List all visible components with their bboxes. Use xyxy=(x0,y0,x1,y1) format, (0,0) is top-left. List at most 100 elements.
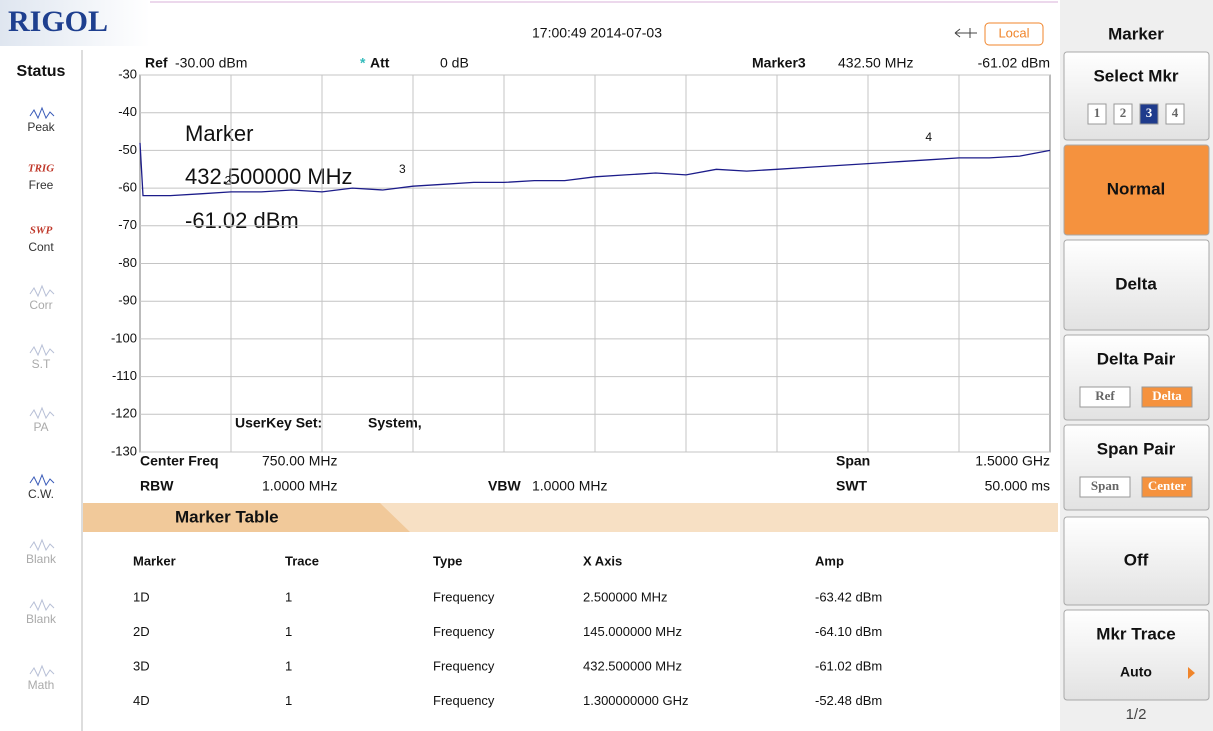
menu-title: Marker xyxy=(1108,24,1164,43)
rbw-label: RBW xyxy=(140,478,174,494)
status-label: Free xyxy=(29,178,54,192)
status-label: PA xyxy=(33,420,48,434)
table-cell: Frequency xyxy=(433,624,495,639)
status-label: C.W. xyxy=(28,487,54,501)
menu-option-box[interactable] xyxy=(1079,386,1131,408)
menu-option-box[interactable] xyxy=(1079,476,1131,498)
menu-button-label: Normal xyxy=(1107,179,1166,198)
menu-option-box[interactable] xyxy=(1113,103,1133,125)
table-cell: 1 xyxy=(285,589,292,604)
status-icon xyxy=(29,598,55,612)
table-cell: 3D xyxy=(133,658,150,673)
marker-label: 2 xyxy=(225,174,232,188)
y-tick-label: -80 xyxy=(118,255,137,270)
y-tick-label: -70 xyxy=(118,217,137,232)
y-tick-label: -90 xyxy=(118,293,137,308)
mode: Local xyxy=(998,25,1029,40)
menu-option: Delta xyxy=(1152,388,1182,403)
status-icon xyxy=(29,106,55,120)
y-tick-label: -40 xyxy=(118,104,137,119)
table-cell: 2.500000 MHz xyxy=(583,589,668,604)
menu-option: 2 xyxy=(1120,105,1127,120)
logo-bg xyxy=(0,0,150,46)
table-cell: -63.42 dBm xyxy=(815,589,882,604)
menu-button[interactable] xyxy=(1063,51,1210,141)
table-header: Trace xyxy=(285,553,319,568)
table-cell: Frequency xyxy=(433,693,495,708)
menu-button[interactable] xyxy=(1063,609,1210,701)
table-cell: -52.48 dBm xyxy=(815,693,882,708)
menu-option-box[interactable] xyxy=(1141,476,1193,498)
menu-sub: Auto xyxy=(1120,664,1152,680)
logo: RIGOL xyxy=(8,5,108,38)
menu-option-box[interactable] xyxy=(1141,386,1193,408)
table-header: Type xyxy=(433,553,462,568)
marker-label: Marker3 xyxy=(752,55,806,71)
ref: -30.00 dBm xyxy=(175,55,247,71)
table-tab xyxy=(83,503,410,532)
userkey-label: UserKey Set: xyxy=(235,415,322,431)
status-icon xyxy=(29,664,55,678)
status-label: Cont xyxy=(28,240,54,254)
table-cell: 1 xyxy=(285,658,292,673)
att-star: * xyxy=(360,55,366,71)
datetime: 17:00:49 2014-07-03 xyxy=(532,25,662,41)
center-label: Center Freq xyxy=(140,453,219,469)
status-icon xyxy=(29,343,55,357)
rbw: 1.0000 MHz xyxy=(262,478,337,494)
table-cell: Frequency xyxy=(433,589,495,604)
marker-freq: 432.50 MHz xyxy=(838,55,913,71)
status-icon xyxy=(29,473,55,487)
table-cell: -64.10 dBm xyxy=(815,624,882,639)
menu-button[interactable] xyxy=(1063,239,1210,331)
marker-amp: -61.02 dBm xyxy=(978,55,1050,71)
menu-option: Ref xyxy=(1095,388,1115,403)
y-tick-label: -30 xyxy=(118,66,137,81)
y-tick-label: -100 xyxy=(111,330,137,345)
table-header: Amp xyxy=(815,553,844,568)
readout-title: Marker xyxy=(185,121,253,146)
table-cell: 2D xyxy=(133,624,150,639)
att: 0 dB xyxy=(440,55,469,71)
table-cell: 1.300000000 GHz xyxy=(583,693,689,708)
table-cell: 4D xyxy=(133,693,150,708)
menu-option-box[interactable] xyxy=(1165,103,1185,125)
menu-arrow xyxy=(1188,667,1195,679)
usb-icon xyxy=(954,28,977,38)
status-icon xyxy=(29,284,55,298)
menu-option-box[interactable] xyxy=(1139,103,1159,125)
vbw: 1.0000 MHz xyxy=(532,478,607,494)
menu-button[interactable] xyxy=(1063,516,1210,606)
readout-amp: -61.02 dBm xyxy=(185,208,299,233)
table-cell: 145.000000 MHz xyxy=(583,624,682,639)
status-icon xyxy=(29,406,55,420)
status-icon xyxy=(29,538,55,552)
menu-button-label: Span Pair xyxy=(1097,439,1176,458)
table-cell: Frequency xyxy=(433,658,495,673)
y-tick-label: -120 xyxy=(111,406,137,421)
table-header: Marker xyxy=(133,553,176,568)
status-label: Math xyxy=(28,678,55,692)
marker-label: 4 xyxy=(925,130,932,144)
table-cell: 1D xyxy=(133,589,150,604)
menu-button-label: Select Mkr xyxy=(1093,66,1178,85)
menu-option: 3 xyxy=(1146,105,1153,120)
menu-button[interactable] xyxy=(1063,144,1210,236)
table-title: Marker Table xyxy=(175,507,279,526)
span-label: Span xyxy=(836,453,870,469)
table-header: X Axis xyxy=(583,553,622,568)
span: 1.5000 GHz xyxy=(975,453,1050,469)
att-label: Att xyxy=(370,55,390,71)
status-tag: SWP xyxy=(30,225,53,237)
vbw-label: VBW xyxy=(488,478,521,494)
y-tick-label: -110 xyxy=(112,368,137,383)
table-cell: 432.500000 MHz xyxy=(583,658,682,673)
status-label: Blank xyxy=(26,552,57,566)
y-tick-label: -60 xyxy=(118,180,137,195)
ref-label: Ref xyxy=(145,55,168,71)
menu-option-box[interactable] xyxy=(1087,103,1107,125)
menu-page: 1/2 xyxy=(1126,706,1147,723)
swt-label: SWT xyxy=(836,478,868,494)
menu-button-label: Delta xyxy=(1115,274,1157,293)
